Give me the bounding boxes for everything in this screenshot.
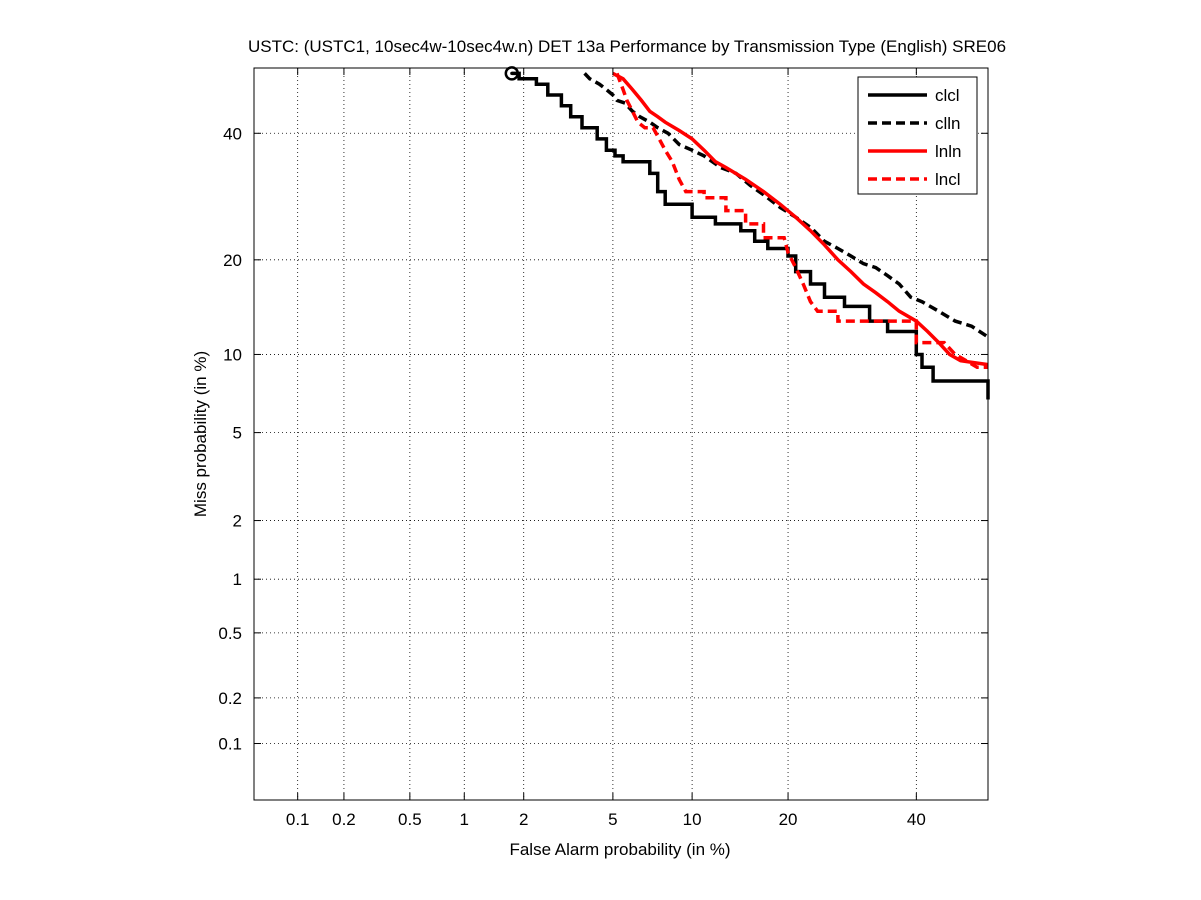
x-tick-label: 10 (683, 810, 702, 829)
y-tick-label: 1 (233, 570, 242, 589)
series-line-clln (583, 72, 989, 339)
x-tick-label: 5 (608, 810, 617, 829)
y-tick-label: 0.5 (218, 624, 242, 643)
y-tick-label: 0.2 (218, 689, 242, 708)
chart-title: USTC: (USTC1, 10sec4w-10sec4w.n) DET 13a… (248, 37, 1006, 56)
legend: clcl clln lnln lncl (857, 76, 978, 195)
y-tick-label: 5 (233, 424, 242, 443)
x-tick-label: 40 (907, 810, 926, 829)
x-axis-label: False Alarm probability (in %) (509, 840, 730, 859)
y-axis-label: Miss probability (in %) (191, 351, 210, 517)
x-axis-ticks: 0.1 0.2 0.5 1 2 5 10 20 40 (286, 68, 926, 829)
min-dcf-marker-center (510, 71, 514, 75)
y-tick-label: 10 (223, 345, 242, 364)
legend-label-lncl: lncl (935, 170, 961, 189)
y-axis-ticks: 0.1 0.2 0.5 1 2 5 10 20 40 (218, 124, 988, 754)
y-tick-label: 40 (223, 124, 242, 143)
y-tick-label: 2 (233, 512, 242, 531)
legend-label-lnln: lnln (935, 142, 961, 161)
x-tick-label: 0.2 (332, 810, 356, 829)
plot-frame (253, 67, 989, 801)
x-tick-label: 20 (779, 810, 798, 829)
x-tick-label: 0.5 (398, 810, 422, 829)
y-tick-label: 0.1 (218, 735, 242, 754)
legend-label-clln: clln (935, 114, 961, 133)
x-tick-label: 0.1 (286, 810, 310, 829)
series-line-lncl (615, 72, 988, 369)
x-tick-label: 2 (519, 810, 528, 829)
min-dcf-marker (504, 66, 520, 81)
series-layer (504, 66, 990, 400)
x-tick-label: 1 (460, 810, 469, 829)
legend-label-clcl: clcl (935, 86, 960, 105)
y-tick-label: 20 (223, 251, 242, 270)
series-line-lnln (612, 71, 989, 367)
